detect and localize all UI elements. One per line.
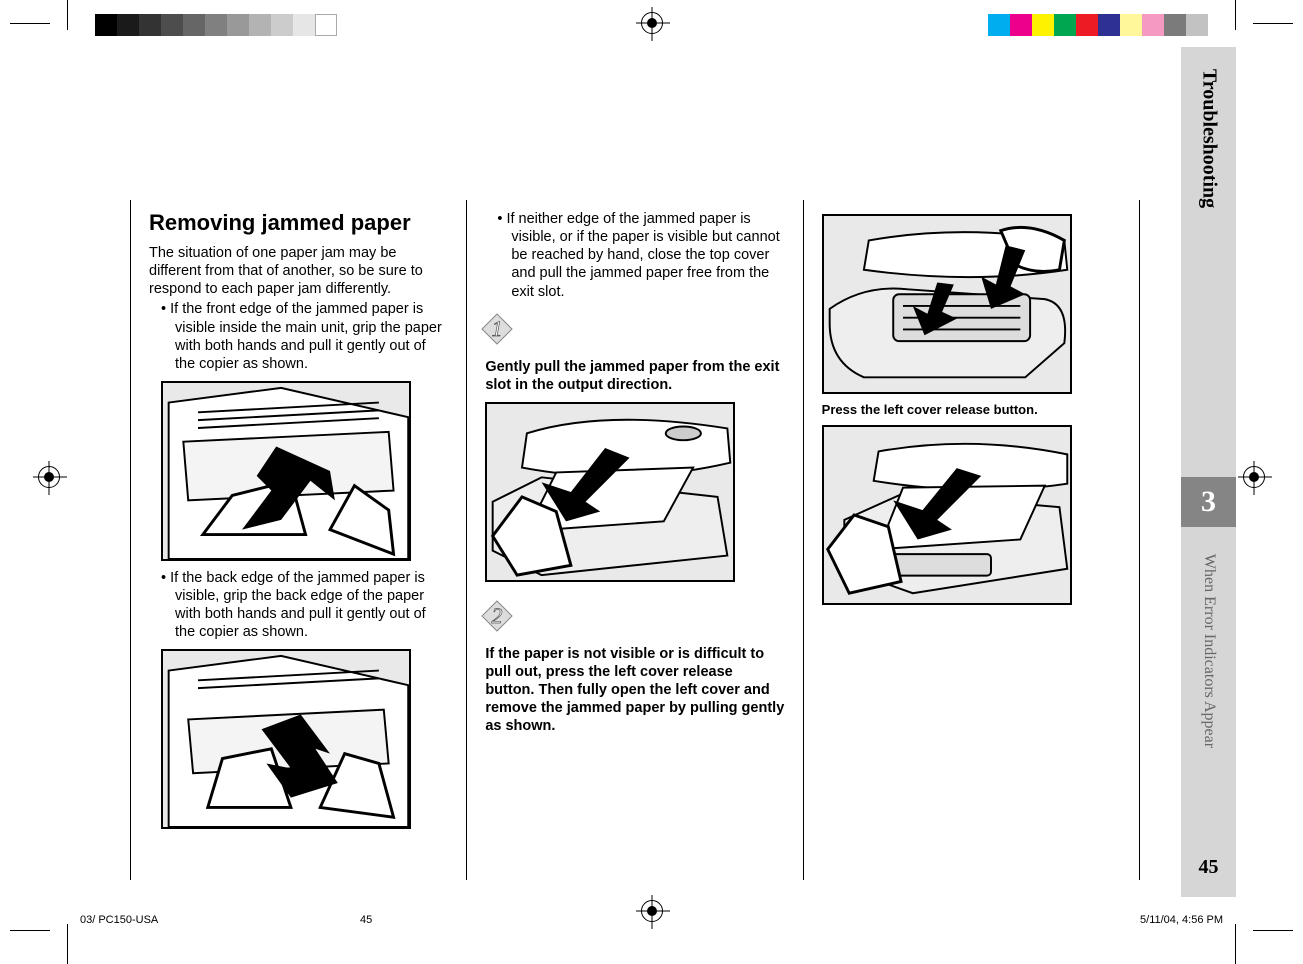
footer-slug: 03/ PC150-USA 45 5/11/04, 4:56 PM: [80, 914, 1223, 926]
slug-datetime: 5/11/04, 4:56 PM: [1140, 914, 1223, 926]
intro-text: The situation of one paper jam may be di…: [149, 244, 448, 298]
color-bar: [988, 14, 1208, 36]
registration-mark-icon: [641, 12, 663, 34]
registration-mark-icon: [1243, 466, 1265, 488]
sidebar: Troubleshooting 3 When Error Indicators …: [1181, 47, 1236, 897]
column-2: If neither edge of the jammed paper is v…: [466, 200, 802, 880]
step-2-text: If the paper is not visible or is diffic…: [485, 645, 784, 736]
svg-text:1: 1: [492, 316, 503, 341]
crop-mark: [67, 924, 68, 964]
illustration-release-button: [822, 214, 1072, 394]
crop-mark: [10, 930, 50, 931]
column-1: Removing jammed paper The situation of o…: [130, 200, 466, 880]
illustration-left-cover-open: [822, 425, 1072, 605]
illustration-front-edge: [161, 381, 411, 561]
illustration-back-edge: [161, 649, 411, 829]
crop-mark: [1253, 23, 1293, 24]
sidebar-title: Troubleshooting: [1197, 69, 1220, 208]
bullet-item: If the back edge of the jammed paper is …: [149, 569, 448, 642]
caption-text: Press the left cover release button.: [822, 402, 1121, 417]
step-1-text: Gently pull the jammed paper from the ex…: [485, 358, 784, 394]
step-1-icon: 1: [479, 311, 515, 347]
crop-mark: [1253, 930, 1293, 931]
illustration-exit-slot: [485, 402, 735, 582]
grayscale-bar: [95, 14, 337, 36]
crop-mark: [1235, 0, 1236, 30]
slug-page: 45: [360, 914, 372, 926]
registration-mark-icon: [38, 466, 60, 488]
crop-mark: [10, 23, 50, 24]
crop-mark: [67, 0, 68, 30]
crop-mark: [1235, 924, 1236, 964]
content-area: Removing jammed paper The situation of o…: [130, 200, 1140, 880]
bullet-item: If the front edge of the jammed paper is…: [149, 300, 448, 373]
chapter-number: 3: [1181, 477, 1236, 527]
column-3: Press the left cover release button.: [803, 200, 1140, 880]
page-number: 45: [1181, 856, 1236, 879]
svg-text:2: 2: [492, 603, 503, 628]
bullet-item: If neither edge of the jammed paper is v…: [485, 210, 784, 301]
slug-file: 03/ PC150-USA: [80, 914, 158, 926]
sidebar-subtitle: When Error Indicators Appear: [1200, 554, 1218, 748]
step-2-icon: 2: [479, 598, 515, 634]
section-title: Removing jammed paper: [149, 210, 448, 236]
